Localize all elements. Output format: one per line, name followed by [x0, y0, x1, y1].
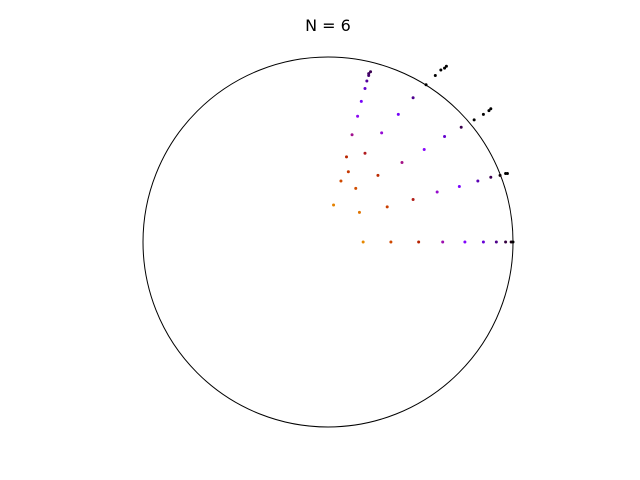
scatter-point: [489, 175, 493, 179]
scatter-point: [417, 240, 421, 244]
scatter-point: [439, 68, 443, 72]
scatter-point: [376, 173, 380, 177]
scatter-point: [443, 135, 447, 139]
scatter-point: [459, 125, 463, 129]
scatter-point: [443, 66, 447, 70]
scatter-point: [346, 170, 350, 174]
scatter-point: [367, 72, 371, 76]
scatter-point: [481, 240, 485, 244]
scatter-point: [411, 197, 415, 201]
scatter-point: [511, 240, 515, 244]
scatter-point: [369, 70, 373, 74]
scatter-point: [435, 190, 439, 194]
scatter-point: [359, 99, 363, 103]
scatter-point: [400, 160, 404, 164]
scatter-point: [363, 151, 367, 155]
scatter-point: [463, 240, 467, 244]
scatter-point: [457, 185, 461, 188]
scatter-point: [411, 96, 415, 100]
scatter-point: [487, 109, 491, 113]
scatter-point: [365, 79, 369, 83]
scatter-point: [345, 155, 348, 159]
scatter-point: [481, 112, 485, 116]
scatter-point: [332, 203, 336, 207]
scatter-point: [504, 240, 508, 244]
points-layer: [332, 64, 515, 244]
scatter-point: [350, 133, 354, 137]
scatter-point: [424, 83, 428, 87]
scatter-point: [489, 107, 493, 111]
scatter-point: [357, 210, 361, 214]
scatter-point: [494, 240, 498, 244]
scatter-point: [339, 179, 343, 183]
scatter-point: [354, 186, 358, 190]
scatter-point: [361, 240, 365, 244]
scatter-point: [356, 114, 360, 118]
scatter-point: [380, 131, 384, 135]
scatter-point: [472, 118, 476, 122]
scatter-point: [396, 112, 400, 116]
scatter-point: [444, 64, 448, 68]
scatter-point: [498, 173, 502, 177]
scatter-point: [363, 86, 367, 90]
chart-title: N = 6: [305, 16, 351, 35]
scatter-point: [389, 240, 393, 244]
scatter-point: [505, 172, 509, 176]
scatter-point: [422, 148, 426, 151]
scatter-point: [433, 74, 437, 77]
scatter-point: [476, 179, 480, 183]
scatter-point: [385, 205, 389, 209]
scatter-point: [441, 240, 445, 244]
